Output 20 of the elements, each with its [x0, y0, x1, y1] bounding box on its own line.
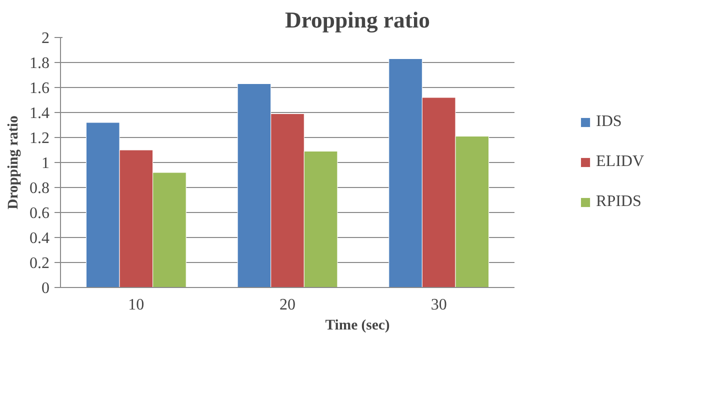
- x-tick-label: 10: [128, 296, 144, 314]
- y-tick-label: 0.4: [30, 230, 50, 247]
- y-tick-label: 1.4: [30, 105, 50, 122]
- legend-label: ELIDV: [596, 153, 644, 171]
- chart-title: Dropping ratio: [285, 8, 430, 32]
- y-tick-label: 0: [42, 280, 50, 297]
- x-tick-label: 30: [430, 296, 447, 314]
- y-tick-label: 0.8: [30, 180, 50, 197]
- y-tick-label: 1.2: [30, 130, 50, 147]
- y-tick-label: 2: [42, 30, 50, 47]
- y-tick-label: 1.8: [30, 55, 50, 72]
- y-tick-label: 0.2: [30, 255, 50, 272]
- legend-label: IDS: [596, 113, 622, 131]
- x-tick-label: 20: [280, 296, 296, 314]
- y-tick-label: 1: [42, 155, 50, 172]
- y-tick-label: 1.6: [30, 80, 50, 97]
- y-axis-title: Dropping ratio: [6, 116, 22, 210]
- x-axis-title: Time (sec): [325, 318, 390, 334]
- legend-label: RPIDS: [596, 193, 642, 211]
- y-tick-label: 0.6: [30, 205, 50, 222]
